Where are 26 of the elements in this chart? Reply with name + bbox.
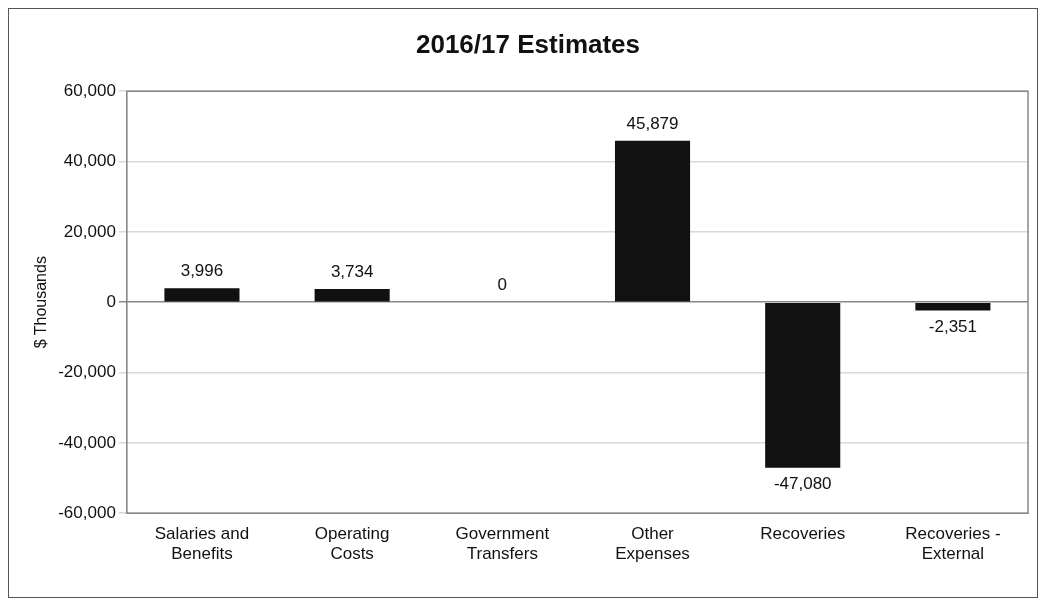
y-tick-label: 40,000 [63,151,116,171]
bar [614,140,691,302]
x-tick-label: Government Transfers [455,524,550,564]
x-tick-label: Salaries and Benefits [154,524,250,564]
bar [164,288,240,302]
data-label: 45,879 [626,114,679,134]
data-label: -47,080 [773,473,832,493]
bar [314,289,390,302]
data-label: -2,351 [928,316,978,336]
x-tick-label: Recoveries [760,524,846,544]
x-tick-label: Recoveries - External [905,524,1001,564]
y-tick-label: 20,000 [63,221,116,241]
data-label: 0 [497,275,508,295]
chart-title: 2016/17 Estimates [415,28,641,59]
x-tick-label: Other Expenses [615,524,690,564]
y-axis-title: $ Thousands [32,256,50,349]
bar [915,302,991,311]
bar [765,302,841,468]
data-label: 3,996 [180,261,224,281]
y-tick-label: -40,000 [58,432,116,452]
x-tick-label: Operating Costs [314,524,390,564]
y-tick-label: 60,000 [63,80,116,100]
data-label: 3,734 [330,262,374,282]
y-tick-label: -60,000 [58,502,116,522]
y-tick-label: 0 [106,291,116,311]
y-tick-label: -20,000 [58,362,116,382]
